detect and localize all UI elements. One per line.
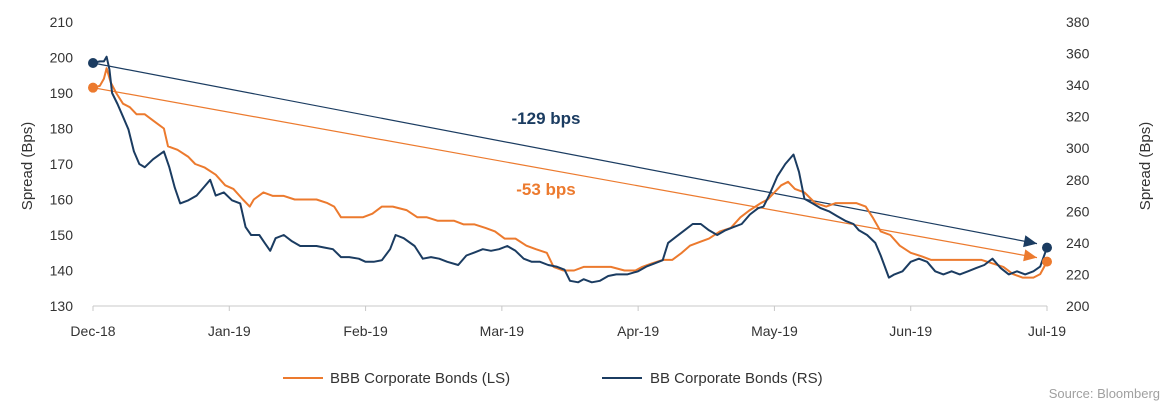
trend-lines: [92, 62, 1038, 262]
y-left-tick-label: 150: [50, 227, 74, 243]
y-left-tick-label: 130: [50, 298, 74, 314]
series-line-1: [92, 55, 1048, 284]
y-left-tick-label: 190: [50, 85, 74, 101]
bbb-trend-label: -53 bps: [516, 180, 576, 199]
x-tick-label: Feb-19: [343, 323, 388, 339]
source-note: Source: Bloomberg: [1049, 386, 1160, 401]
y-left-tick-label: 210: [50, 14, 74, 30]
y-right-tick-label: 200: [1066, 298, 1090, 314]
y-right-tick-label: 380: [1066, 14, 1090, 30]
x-tick-label: Apr-19: [617, 323, 659, 339]
y-right-tick-label: 340: [1066, 77, 1090, 93]
x-tick-label: May-19: [751, 323, 798, 339]
right-axis-title: Spread (Bps): [1137, 122, 1154, 210]
y-right-tick-label: 280: [1066, 172, 1090, 188]
x-tick-label: Jun-19: [889, 323, 932, 339]
series-lines: [92, 55, 1048, 284]
series-line-0: [92, 67, 1048, 279]
start-marker-0: [88, 82, 98, 93]
y-left-tick-label: 170: [50, 156, 74, 172]
x-tick-label: Jul-19: [1028, 323, 1066, 339]
left-axis-title: Spread (Bps): [19, 122, 36, 210]
y-left-tick-label: 160: [50, 192, 74, 208]
y-left-tick-label: 180: [50, 121, 74, 137]
y-right-tick-label: 220: [1066, 266, 1090, 282]
end-marker-1: [1042, 242, 1052, 253]
legend-label-bbb: BBB Corporate Bonds (LS): [330, 370, 510, 387]
start-marker-1: [88, 58, 98, 69]
trend-arrowhead-0: [1023, 249, 1037, 262]
trend-line-1: [92, 62, 1038, 245]
legend-label-bb: BB Corporate Bonds (RS): [650, 370, 823, 387]
y-right-tick-label: 300: [1066, 140, 1090, 156]
x-tick-label: Jan-19: [208, 323, 251, 339]
bb-trend-label: -129 bps: [512, 109, 581, 128]
y-right-tick-label: 320: [1066, 109, 1090, 125]
y-right-tick-label: 360: [1066, 46, 1090, 62]
axes-layer: 130 140 150 160 170 180 190 200 210 200 220 240 260 2…: [50, 14, 1090, 339]
x-tick-label: Dec-18: [70, 323, 115, 339]
end-marker-0: [1042, 256, 1052, 267]
x-tick-label: Mar-19: [480, 323, 525, 339]
endpoint-markers: [88, 58, 1052, 267]
y-right-tick-label: 240: [1066, 235, 1090, 251]
y-right-tick-label: 260: [1066, 203, 1090, 219]
y-left-tick-label: 200: [50, 50, 74, 66]
trend-arrowhead-1: [1023, 235, 1037, 248]
legend: BBB Corporate Bonds (LS) BB Corporate Bo…: [283, 370, 823, 387]
y-left-tick-label: 140: [50, 263, 74, 279]
